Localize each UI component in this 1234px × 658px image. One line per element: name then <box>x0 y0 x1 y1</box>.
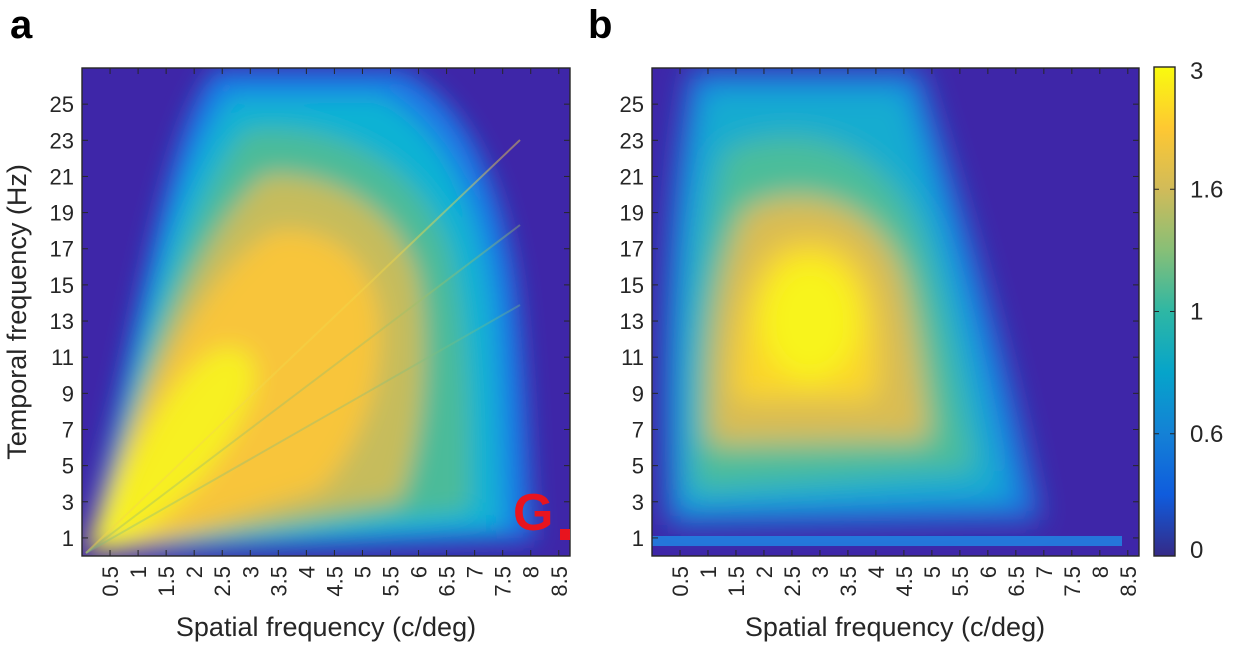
y-tick-label: 9 <box>632 381 644 406</box>
heatmap-b-field <box>664 70 1040 525</box>
heatmap-a-level-6 <box>86 347 256 553</box>
y-tick-label: 1 <box>632 526 644 551</box>
y-tick-label: 11 <box>621 345 644 370</box>
y-tick-label: 23 <box>50 128 74 153</box>
x-tick-label: 6.5 <box>1004 566 1029 597</box>
x-tick-label: 3.5 <box>266 566 291 597</box>
x-tick-label: 4.5 <box>322 566 347 597</box>
x-tick-label: 7.5 <box>1060 566 1085 597</box>
y-axis-label-a: Temporal frequency (Hz) <box>2 164 32 460</box>
x-axis-label-a: Spatial frequency (c/deg) <box>176 612 476 642</box>
x-tick-label: 4.5 <box>892 566 917 597</box>
x-tick-label: 1.5 <box>724 566 749 597</box>
x-tick-label: 3.5 <box>836 566 861 597</box>
colorbar-tick-label: 3 <box>1190 58 1203 85</box>
x-tick-label: 5.5 <box>379 566 404 597</box>
x-tick-label: 2 <box>182 566 207 578</box>
x-tick-label: 8 <box>1088 566 1113 578</box>
x-tick-label: 6 <box>407 566 432 578</box>
colorbar-tick-label: 1.6 <box>1190 176 1223 203</box>
colorbar-ticks: 3 1.6 1 0.6 0 <box>1154 58 1223 564</box>
x-tick-label: 7 <box>1032 566 1057 578</box>
y-tick-label: 15 <box>620 273 644 298</box>
heatmap-b-low-band <box>652 536 1122 546</box>
heatmap-b <box>652 68 1139 556</box>
x-tick-label: 6.5 <box>435 566 460 597</box>
x-tick-label: 3 <box>238 566 263 578</box>
x-tick-label: 7 <box>463 566 488 578</box>
y-tick-label: 9 <box>62 381 74 406</box>
x-tick-label: 2.5 <box>780 566 805 597</box>
x-tick-label: 2 <box>752 566 777 578</box>
x-tick-label: 5 <box>920 566 945 578</box>
y-tick-label: 21 <box>50 164 74 189</box>
y-tick-label: 13 <box>620 309 644 334</box>
heatmap-a-ridge <box>85 139 521 554</box>
y-tick-label: 17 <box>50 237 74 262</box>
ticks-a: 0.5 1 1.5 2 2.5 3 3.5 4 4.5 5 5.5 6 6.5 7 7.5 8 8.513579… <box>50 68 572 597</box>
watermark-letter: G <box>513 484 553 542</box>
x-tick-label: 4 <box>294 566 319 578</box>
colorbar-tick-label: 1 <box>1190 299 1203 326</box>
x-axis-label-b: Spatial frequency (c/deg) <box>745 612 1045 642</box>
axes-frame-b <box>651 67 1140 557</box>
x-tick-label: 0.5 <box>98 566 123 597</box>
x-tick-label: 2.5 <box>210 566 235 597</box>
x-tick-label: 8 <box>519 566 544 578</box>
watermark-dot <box>560 529 570 540</box>
x-tick-label: 1.5 <box>154 566 179 597</box>
heatmap-a-ridge-3 <box>85 304 521 554</box>
x-tick-label: 3 <box>808 566 833 578</box>
y-tick-label: 5 <box>62 454 74 479</box>
y-tick-label: 13 <box>50 309 74 334</box>
x-tick-label: 6 <box>976 566 1001 578</box>
y-tick-label: 11 <box>51 345 74 370</box>
colorbar-tick-label: 0.6 <box>1190 421 1223 448</box>
y-tick-label: 17 <box>620 237 644 262</box>
y-tick-label: 19 <box>50 201 74 226</box>
axes-frame-a <box>81 67 571 557</box>
x-tick-label: 8.5 <box>1116 566 1141 597</box>
colorbar <box>1154 67 1175 556</box>
x-tick-label: 1 <box>126 566 151 578</box>
ticks-b: 0.5 1 1.5 2 2.5 3 3.5 4 4.5 5 5.5 6 6.5 7 7.5 8 8.513579… <box>620 68 1141 597</box>
x-tick-label: 7.5 <box>491 566 516 597</box>
panel-letter-a: a <box>10 3 33 47</box>
y-tick-label: 7 <box>632 417 644 442</box>
y-tick-label: 1 <box>62 526 74 551</box>
heatmap-b-peak <box>762 260 858 380</box>
panel-letter-b: b <box>588 3 612 47</box>
x-tick-label: 1 <box>696 566 721 578</box>
colorbar-tick-label: 0 <box>1190 537 1203 564</box>
x-tick-label: 0.5 <box>668 566 693 597</box>
heatmap-a-field <box>86 70 535 553</box>
x-tick-label: 5 <box>350 566 375 578</box>
y-tick-label: 3 <box>62 490 74 515</box>
y-tick-label: 15 <box>50 273 74 298</box>
y-tick-label: 23 <box>620 128 644 153</box>
y-tick-label: 3 <box>632 490 644 515</box>
heatmap-a-ridge-2 <box>85 224 521 554</box>
x-tick-label: 8.5 <box>547 566 572 597</box>
y-tick-label: 21 <box>620 164 644 189</box>
x-tick-label: 5.5 <box>948 566 973 597</box>
y-tick-label: 7 <box>62 417 74 442</box>
y-tick-label: 25 <box>620 92 644 117</box>
x-tick-label: 4 <box>864 566 889 578</box>
y-tick-label: 25 <box>50 92 74 117</box>
y-tick-label: 5 <box>632 454 644 479</box>
y-tick-label: 19 <box>620 201 644 226</box>
heatmap-a <box>82 68 570 556</box>
